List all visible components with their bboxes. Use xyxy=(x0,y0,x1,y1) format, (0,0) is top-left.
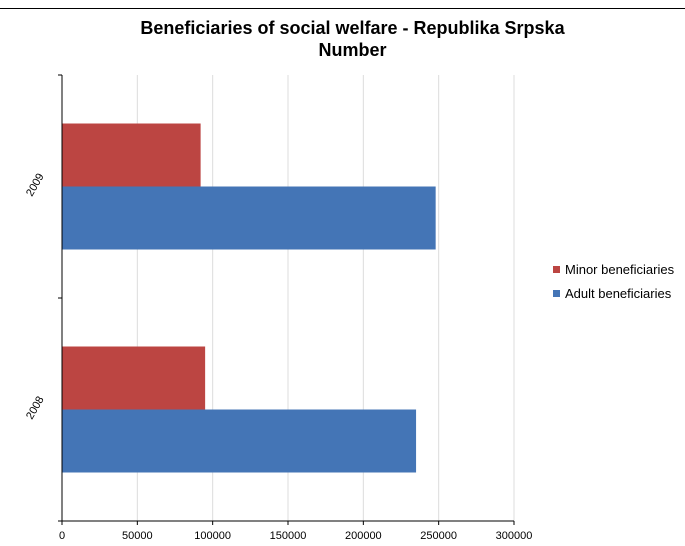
top-rule xyxy=(0,8,685,9)
x-tick-label-200000: 200000 xyxy=(345,530,382,542)
category-label-2009: 2009 xyxy=(24,171,47,198)
x-tick-label-150000: 150000 xyxy=(270,530,307,542)
bar-2009-adult-beneficiaries xyxy=(62,186,436,250)
legend-label-adult-beneficiaries: Adult beneficiaries xyxy=(565,286,672,301)
x-tick-label-300000: 300000 xyxy=(496,530,533,542)
legend-label-minor-beneficiaries: Minor beneficiaries xyxy=(565,262,675,277)
legend-swatch-minor-beneficiaries xyxy=(553,266,560,273)
chart-title: Beneficiaries of social welfare - Republ… xyxy=(140,18,565,38)
bar-2009-minor-beneficiaries xyxy=(62,123,201,187)
x-tick-label-250000: 250000 xyxy=(420,530,457,542)
bar-2008-adult-beneficiaries xyxy=(62,409,417,473)
chart-title-block: Beneficiaries of social welfare - Republ… xyxy=(40,17,665,61)
x-tick-label-50000: 50000 xyxy=(122,530,153,542)
legend-swatch-adult-beneficiaries xyxy=(553,290,560,297)
chart-subtitle: Number xyxy=(318,40,387,60)
bar-2008-minor-beneficiaries xyxy=(62,346,206,410)
x-tick-label-0: 0 xyxy=(59,530,65,542)
category-label-2008: 2008 xyxy=(24,394,47,421)
x-tick-label-100000: 100000 xyxy=(194,530,231,542)
